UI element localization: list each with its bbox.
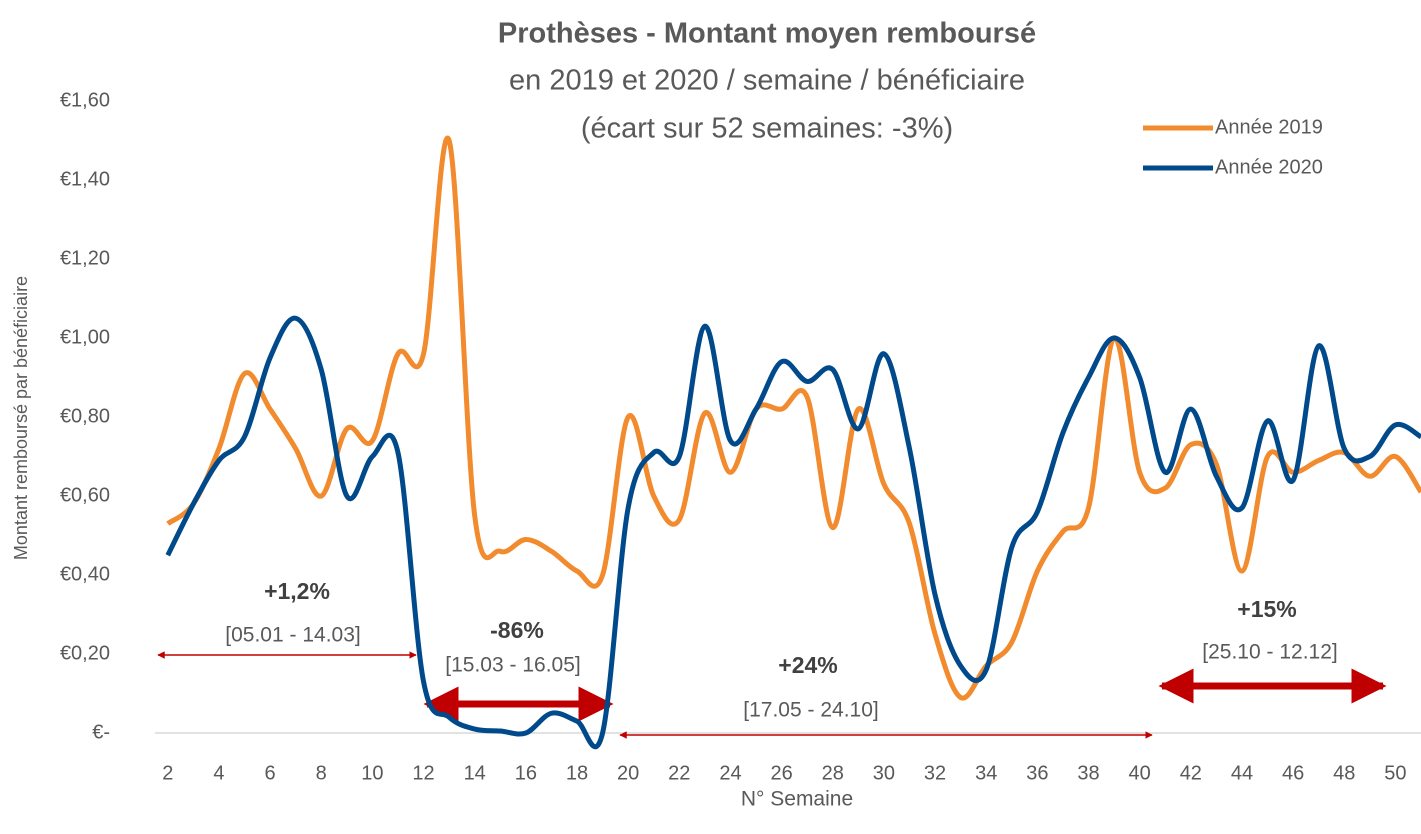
x-tick-label: 4 [213,762,224,784]
x-tick-label: 42 [1180,762,1202,784]
x-tick-label: 48 [1333,762,1355,784]
annotation-value: +24% [778,652,837,678]
y-axis-label: Montant remboursé par bénéficiaire [11,276,31,560]
x-axis-label: N° Semaine [741,788,853,811]
annotation-period: [17.05 - 24.10] [743,699,878,722]
x-tick-label: 22 [668,762,690,784]
x-tick-label: 14 [464,762,486,784]
x-tick-label: 38 [1077,762,1099,784]
x-tick-label: 44 [1231,762,1253,784]
annotation-period: [05.01 - 14.03] [225,624,360,647]
y-tick-label: €0,40 [60,563,110,585]
x-tick-label: 6 [265,762,276,784]
y-tick-label: €1,00 [60,326,110,348]
x-tick-label: 10 [361,762,383,784]
annotation-period: [15.03 - 16.05] [445,654,580,677]
legend-label: Année 2019 [1215,116,1323,138]
y-tick-label: €0,60 [60,484,110,506]
x-tick-label: 46 [1282,762,1304,784]
x-tick-label: 32 [924,762,946,784]
x-tick-label: 18 [566,762,588,784]
x-tick-label: 8 [316,762,327,784]
y-tick-label: €0,80 [60,405,110,427]
x-tick-label: 40 [1129,762,1151,784]
x-tick-label: 12 [412,762,434,784]
chart-subtitle: (écart sur 52 semaines: -3%) [581,113,953,145]
x-tick-label: 24 [719,762,741,784]
x-tick-label: 36 [1026,762,1048,784]
chart-title: Prothèses - Montant moyen remboursé [498,18,1036,50]
x-tick-label: 26 [770,762,792,784]
x-tick-label: 20 [617,762,639,784]
x-tick-label: 2 [162,762,173,784]
x-tick-label: 30 [873,762,895,784]
annotation-value: +1,2% [264,578,330,604]
x-tick-label: 16 [515,762,537,784]
x-tick-label: 34 [975,762,997,784]
y-tick-label: €0,20 [60,642,110,664]
x-tick-label: 28 [822,762,844,784]
chart-subtitle: en 2019 et 2020 / semaine / bénéficiaire [509,65,1025,97]
series-line [166,135,1421,701]
y-tick-label: €1,20 [60,247,110,269]
series-line [165,315,1421,750]
y-tick-label: €- [92,721,110,743]
annotation-value: -86% [490,617,544,643]
y-tick-label: €1,40 [60,168,110,190]
annotation-value: +15% [1237,596,1296,622]
annotation-period: [25.10 - 12.12] [1202,641,1337,664]
y-tick-label: €1,60 [60,89,110,111]
legend-label: Année 2020 [1215,156,1323,178]
x-tick-label: 50 [1384,762,1406,784]
